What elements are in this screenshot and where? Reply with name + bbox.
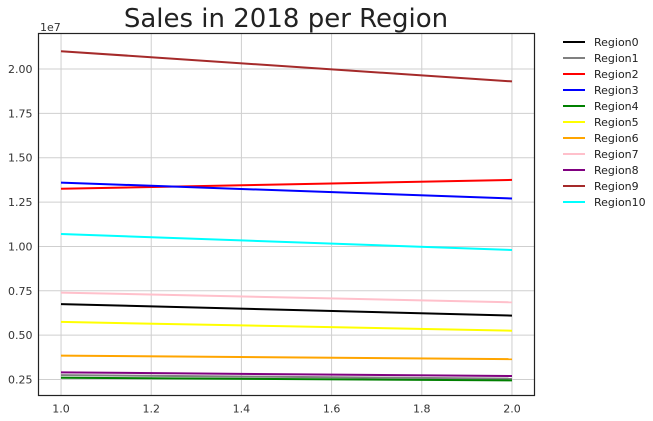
y-tick-label: 1.00 <box>8 240 33 253</box>
legend-label: Region5 <box>594 116 639 129</box>
y-axis-scale-label: 1e7 <box>40 21 61 34</box>
chart-title: Sales in 2018 per Region <box>124 4 448 34</box>
legend-label: Region2 <box>594 68 639 81</box>
series-line-region5 <box>60 320 513 332</box>
legend-label: Region1 <box>594 52 639 65</box>
x-tick-label: 1.8 <box>413 403 431 416</box>
series-line-region1 <box>60 374 513 380</box>
legend-label: Region6 <box>594 132 639 145</box>
legend-label: Region9 <box>594 180 639 193</box>
legend-label: Region4 <box>594 100 639 113</box>
x-tick-label: 1.0 <box>52 403 70 416</box>
y-tick-label: 0.50 <box>8 329 33 342</box>
legend-label: Region8 <box>594 164 639 177</box>
y-tick-label: 1.75 <box>8 107 33 120</box>
y-tick-label: 1.25 <box>8 196 33 209</box>
y-tick-label: 0.75 <box>8 285 33 298</box>
legend-label: Region7 <box>594 148 639 161</box>
x-tick-label: 2.0 <box>503 403 521 416</box>
grid <box>38 33 535 396</box>
series-line-region2 <box>60 178 513 190</box>
x-tick-label: 1.4 <box>233 403 251 416</box>
legend-label: Region0 <box>594 36 639 49</box>
legend-label: Region3 <box>594 84 639 97</box>
y-axis-ticks: 0.25 0.50 0.75 1.00 1.25 1.50 1.75 2.00 <box>8 63 33 387</box>
series-line-region0 <box>60 303 513 317</box>
series-line-region3 <box>60 181 513 200</box>
series-line-region8 <box>60 371 513 377</box>
legend: Region0 Region1 Region2 Region3 Region4 Regio… <box>563 36 646 209</box>
series-line-region7 <box>60 291 513 304</box>
y-tick-label: 0.25 <box>8 374 33 387</box>
x-tick-label: 1.6 <box>323 403 341 416</box>
y-tick-label: 1.50 <box>8 152 33 165</box>
legend-label: Region10 <box>594 196 646 209</box>
y-tick-label: 2.00 <box>8 63 33 76</box>
series-lines <box>60 50 513 382</box>
plot-frame <box>37 32 536 397</box>
series-line-region6 <box>60 354 513 361</box>
series-line-region10 <box>60 233 513 251</box>
x-tick-label: 1.2 <box>142 403 160 416</box>
series-line-region4 <box>60 376 513 382</box>
series-line-region9 <box>60 50 513 83</box>
x-axis-ticks: 1.0 1.2 1.4 1.6 1.8 2.0 <box>52 403 520 416</box>
